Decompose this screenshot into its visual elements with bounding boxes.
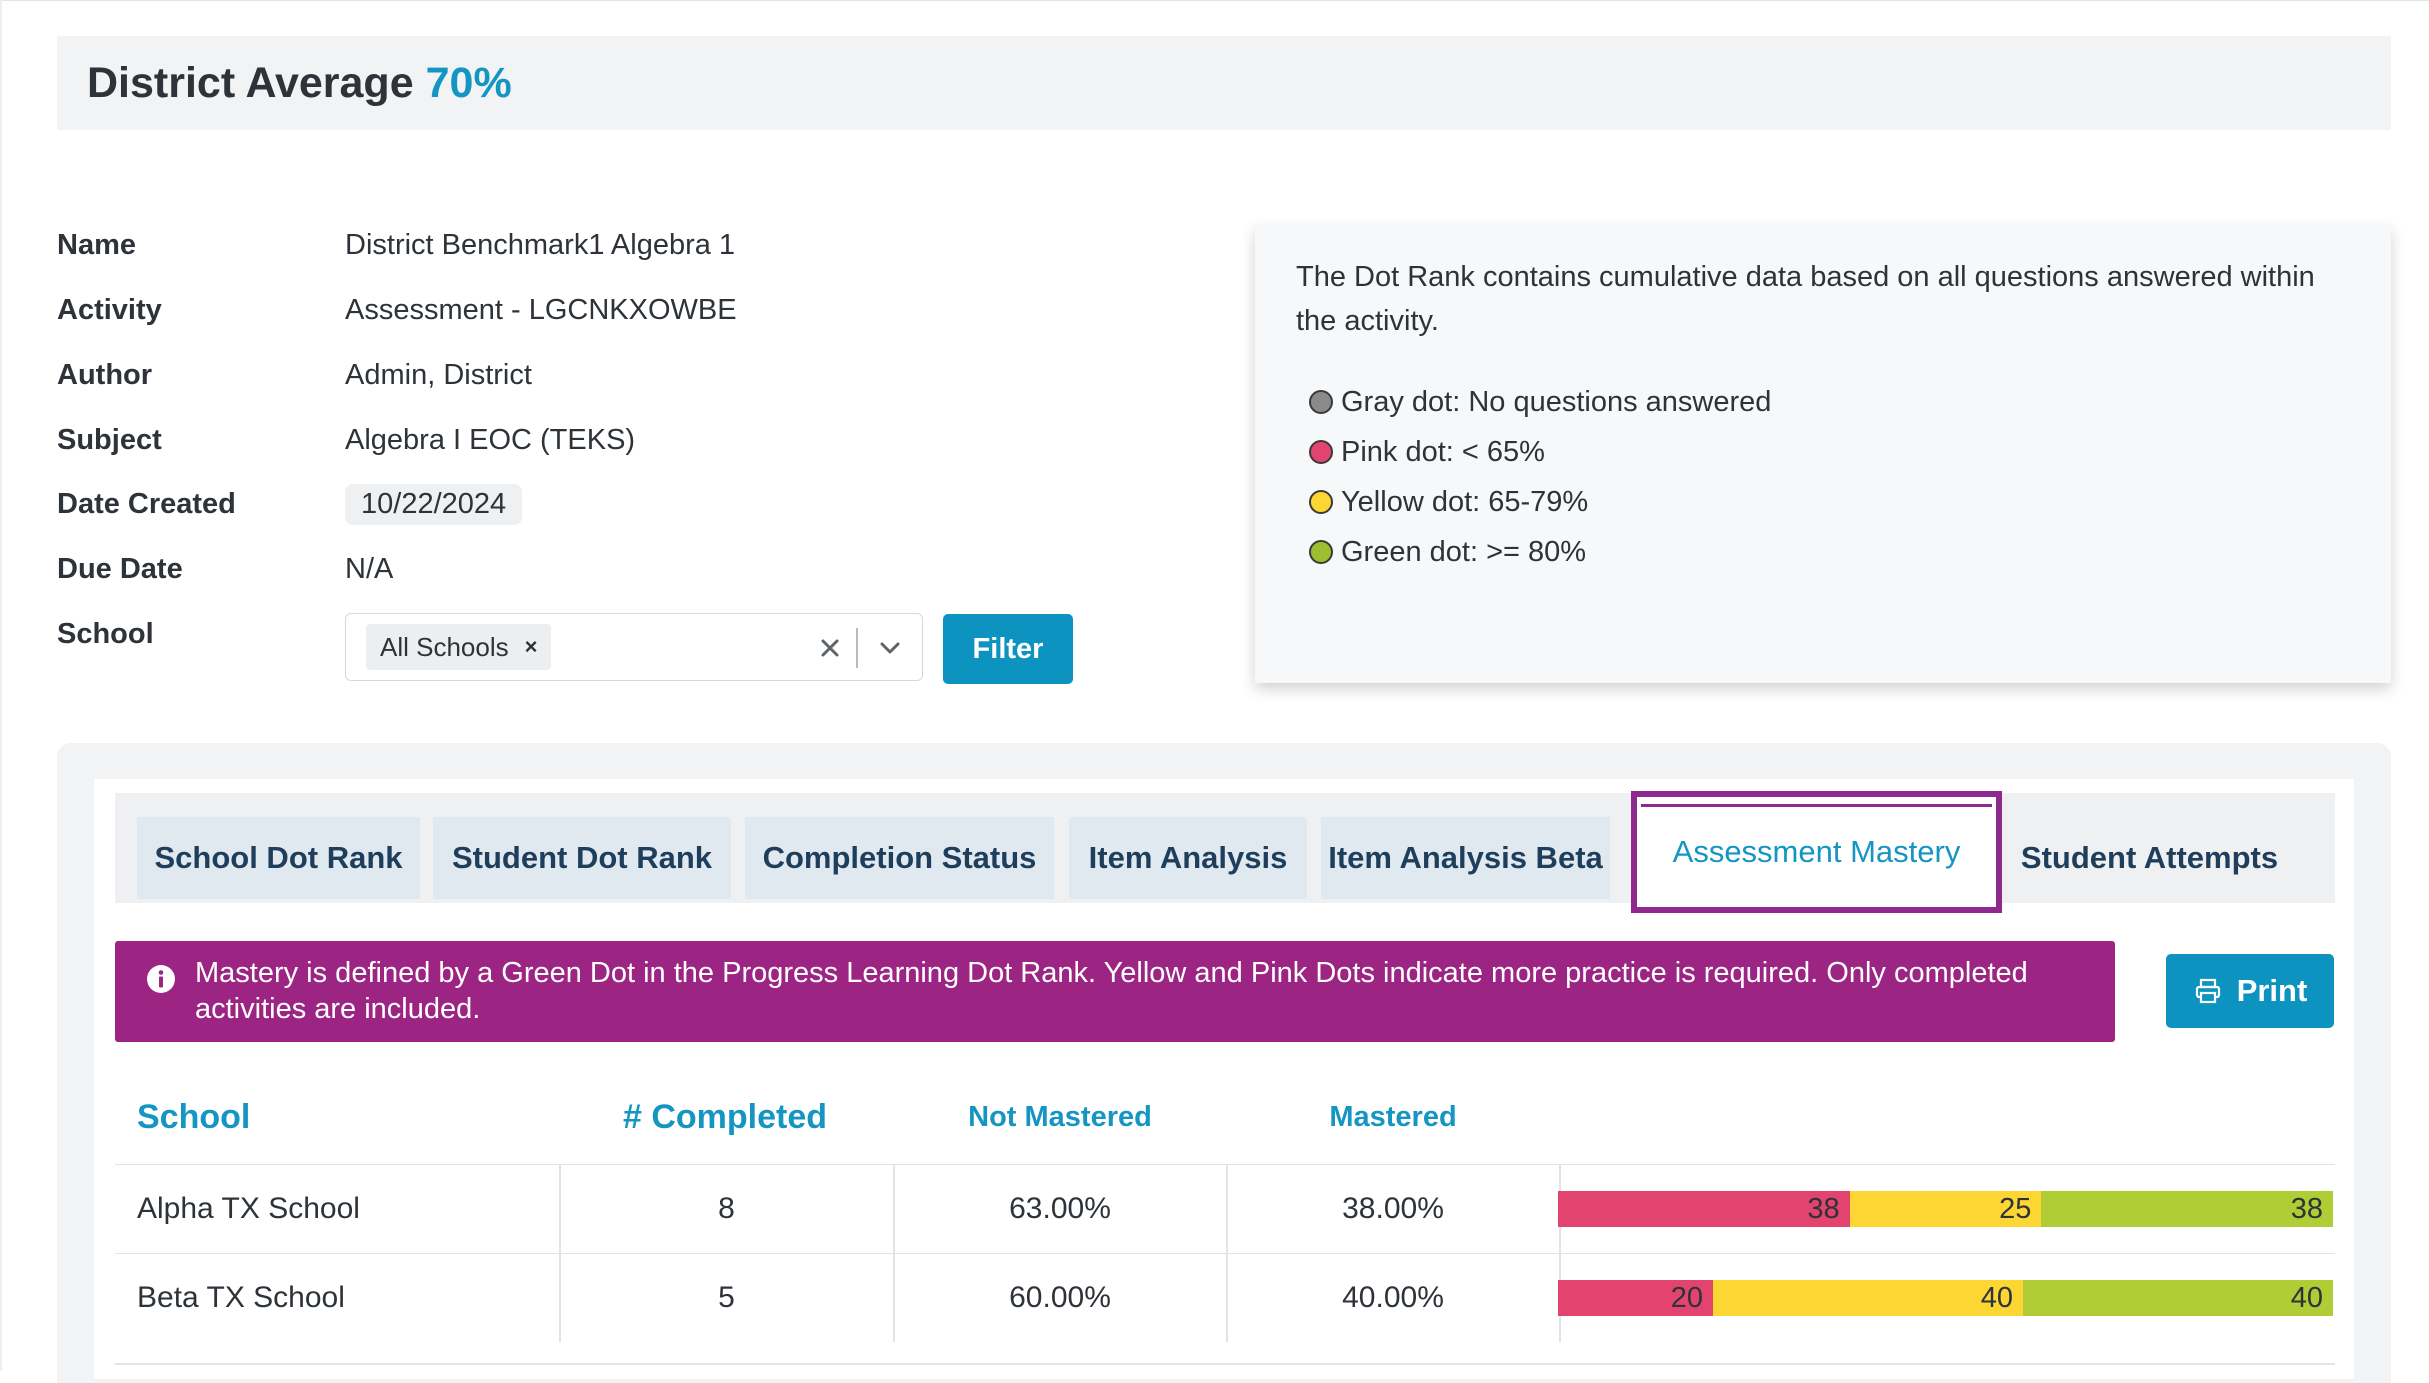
tab-item-analysis[interactable]: Item Analysis — [1069, 817, 1307, 899]
table-row: Alpha TX School 8 63.00% 38.00% 38 25 38 — [115, 1164, 2335, 1253]
not-mastered-percent: 63.00% — [1009, 1192, 1111, 1225]
bar-segment-pink: 38 — [1558, 1191, 1850, 1227]
legend-label: Pink dot: < 65% — [1341, 435, 1545, 468]
detail-value: Algebra I EOC (TEKS) — [345, 423, 636, 456]
column-header-mastered[interactable]: Mastered — [1329, 1100, 1457, 1133]
bar-segment-yellow: 40 — [1713, 1280, 2023, 1316]
tab-school-dot-rank[interactable]: School Dot Rank — [137, 817, 420, 899]
gray-dot-icon — [1309, 390, 1333, 414]
mastery-info-banner: Mastery is defined by a Green Dot in the… — [115, 941, 2115, 1042]
page-title: District Average — [87, 58, 414, 107]
legend-gray: Gray dot: No questions answered — [1309, 377, 1771, 427]
mastery-bar: 20 40 40 — [1558, 1280, 2333, 1316]
tab-student-attempts[interactable]: Student Attempts — [2020, 840, 2279, 875]
bar-segment-green: 38 — [2041, 1191, 2333, 1227]
legend-green: Green dot: >= 80% — [1309, 527, 1771, 577]
info-icon — [147, 965, 175, 993]
print-button[interactable]: Print — [2166, 954, 2334, 1028]
not-mastered-percent: 60.00% — [1009, 1281, 1111, 1314]
tab-item-analysis-beta[interactable]: Item Analysis Beta — [1321, 817, 1610, 899]
detail-value: District Benchmark1 Algebra 1 — [345, 228, 736, 261]
legend-label: Yellow dot: 65-79% — [1341, 485, 1589, 518]
detail-label: Due Date — [57, 552, 183, 585]
detail-value: Admin, District — [345, 358, 532, 391]
mastered-percent: 38.00% — [1342, 1192, 1444, 1225]
completed-count: 8 — [718, 1192, 735, 1225]
yellow-dot-icon — [1309, 490, 1333, 514]
legend-label: Green dot: >= 80% — [1341, 535, 1587, 568]
table-bottom-border — [115, 1363, 2335, 1365]
mastered-percent: 40.00% — [1342, 1281, 1444, 1314]
bar-segment-pink: 20 — [1558, 1280, 1713, 1316]
district-average-value: 70% — [425, 58, 512, 107]
chip-remove-icon[interactable]: × — [524, 634, 538, 659]
school-name: Alpha TX School — [137, 1192, 360, 1225]
date-created-badge: 10/22/2024 — [345, 483, 523, 525]
bar-segment-green: 40 — [2023, 1280, 2333, 1316]
detail-label: School — [57, 617, 154, 650]
column-divider — [893, 1254, 895, 1342]
filter-button[interactable]: Filter — [943, 614, 1073, 684]
green-dot-icon — [1309, 540, 1333, 564]
detail-label: Subject — [57, 423, 162, 456]
tab-assessment-mastery[interactable]: Assessment Mastery — [1631, 791, 2002, 913]
printer-icon — [2195, 978, 2220, 1004]
legend-yellow: Yellow dot: 65-79% — [1309, 477, 1771, 527]
detail-label: Name — [57, 228, 136, 261]
dot-rank-info-card: The Dot Rank contains cumulative data ba… — [1255, 225, 2391, 683]
column-header-not-mastered[interactable]: Not Mastered — [968, 1100, 1152, 1133]
tab-student-dot-rank[interactable]: Student Dot Rank — [433, 817, 731, 899]
top-border — [0, 0, 2429, 1]
column-divider — [1226, 1165, 1228, 1253]
legend-pink: Pink dot: < 65% — [1309, 427, 1771, 477]
column-header-completed[interactable]: # Completed — [622, 1097, 828, 1136]
detail-label: Activity — [57, 293, 162, 326]
column-divider — [559, 1254, 561, 1342]
column-header-school[interactable]: School — [137, 1097, 251, 1136]
banner-text: Mastery is defined by a Green Dot in the… — [195, 957, 2028, 1025]
tab-completion-status[interactable]: Completion Status — [745, 817, 1054, 899]
column-divider — [1226, 1254, 1228, 1342]
mastery-bar: 38 25 38 — [1558, 1191, 2333, 1227]
legend-label: Gray dot: No questions answered — [1341, 385, 1772, 418]
chevron-down-icon[interactable] — [870, 628, 910, 668]
detail-label: Author — [57, 358, 153, 391]
selected-school-chip: All Schools × — [366, 624, 552, 670]
completed-count: 5 — [718, 1281, 735, 1314]
column-divider — [893, 1165, 895, 1253]
dot-rank-description: The Dot Rank contains cumulative data ba… — [1296, 261, 2315, 337]
table-row: Beta TX School 5 60.00% 40.00% 20 40 40 — [115, 1253, 2335, 1342]
column-divider — [559, 1165, 561, 1253]
detail-label: Date Created — [57, 487, 236, 520]
detail-value: N/A — [345, 552, 394, 585]
select-separator — [856, 628, 858, 668]
district-average-header: District Average 70% — [57, 36, 2391, 130]
detail-value: Assessment - LGCNKXOWBE — [345, 293, 737, 326]
left-border — [0, 0, 2, 1371]
school-name: Beta TX School — [137, 1281, 345, 1314]
chip-label: All Schools — [380, 631, 509, 662]
print-label: Print — [2236, 973, 2308, 1008]
dot-rank-legend: Gray dot: No questions answered Pink dot… — [1309, 377, 1771, 577]
bar-segment-yellow: 25 — [1849, 1191, 2042, 1227]
pink-dot-icon — [1309, 440, 1333, 464]
clear-icon[interactable] — [810, 628, 850, 668]
school-select[interactable]: All Schools × — [345, 613, 923, 681]
